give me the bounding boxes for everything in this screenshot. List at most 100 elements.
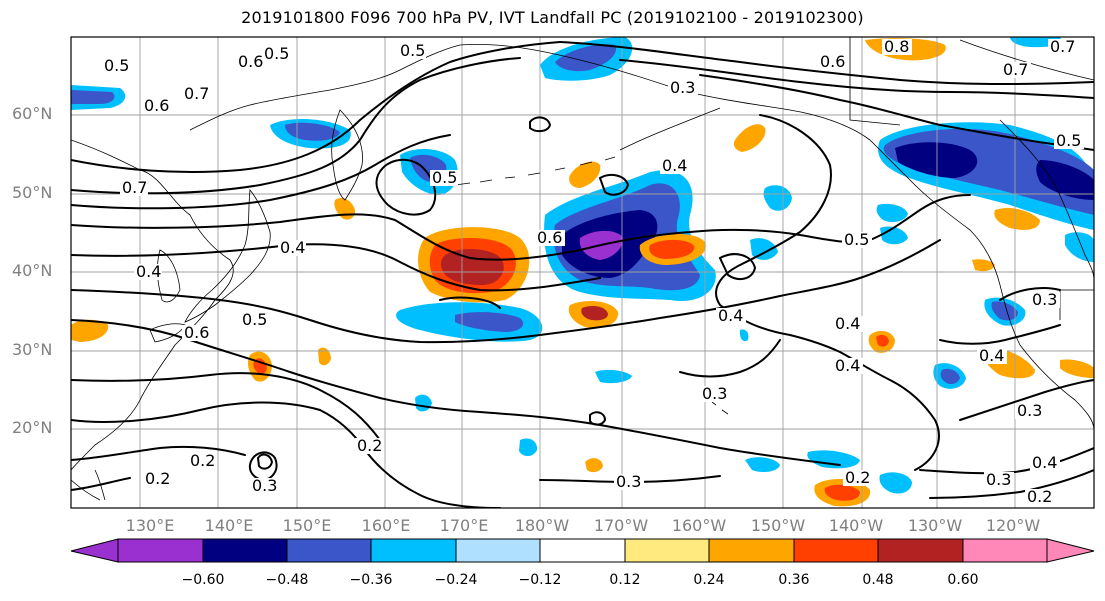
shade-cold-small-5 — [745, 457, 780, 473]
colorbar — [70, 538, 1095, 563]
contour-label: 0.6 — [184, 323, 209, 342]
colorbar-swatch — [286, 538, 372, 563]
lat-label: 20°N — [12, 418, 53, 437]
shade-cold-small-15 — [750, 238, 778, 260]
colorbar-tick-label: −0.36 — [349, 572, 393, 588]
shade-cold-small-2-inner — [940, 368, 960, 385]
shade-cold-top-inner — [555, 44, 616, 72]
shade-cold-left-inner — [71, 90, 115, 104]
contour-label: 0.4 — [835, 356, 860, 375]
lon-label: 140°E — [204, 516, 254, 535]
contour-label: 0.2 — [845, 468, 870, 487]
colorbar-swatch — [877, 538, 964, 563]
shade-cold-small-12 — [876, 203, 908, 222]
contour-label: 0.2 — [145, 469, 170, 488]
colorbar-tick-label: 0.60 — [947, 572, 979, 588]
contour-label: 0.2 — [357, 436, 382, 455]
shade-cold-small-3 — [807, 450, 860, 469]
contour-label: 0.8 — [884, 37, 909, 56]
contour-label: 0.2 — [1027, 487, 1052, 506]
shade-warm-small-3 — [733, 124, 766, 152]
contour-label: 0.4 — [718, 306, 743, 325]
contour-label: 0.5 — [844, 230, 869, 249]
colorbar-swatch — [793, 538, 879, 563]
contour-label: 0.5 — [400, 41, 425, 60]
contour-label: 0.5 — [1056, 131, 1081, 150]
shade-warm-main-inner — [440, 248, 504, 285]
colorbar-swatch — [624, 538, 710, 563]
colorbar-tick-label: 0.36 — [778, 572, 810, 588]
contour-label: 0.3 — [1032, 290, 1057, 309]
contour-label: 0.6 — [238, 52, 263, 71]
contour-label: 0.5 — [242, 310, 267, 329]
colorbar-tick-label: −0.24 — [434, 572, 478, 588]
shade-warm-small-13 — [972, 259, 995, 272]
contour-label: 0.3 — [616, 472, 641, 491]
contour-label: 0.7 — [1050, 37, 1075, 56]
lon-label: 180°W — [514, 516, 570, 535]
contour-label: 0.7 — [122, 178, 147, 197]
contour-label: 0.4 — [979, 346, 1004, 365]
shade-cold-small-9 — [739, 329, 749, 342]
lon-label: 170°W — [593, 516, 649, 535]
contour-label: 0.4 — [280, 238, 305, 257]
lat-label: 60°N — [12, 104, 53, 123]
shade-warm-small-9 — [585, 458, 603, 473]
colorbar-tick-label: −0.60 — [181, 572, 225, 588]
lon-label: 140°W — [828, 516, 884, 535]
contour-label: 0.3 — [670, 78, 695, 97]
colorbar-swatch — [117, 538, 204, 563]
shade-warm-small-11 — [994, 208, 1040, 230]
contour-labels: 0.5 0.6 0.5 0.8 0.7 0.6 0.5 0.7 0.6 0.3 … — [102, 37, 1084, 506]
lon-label: 170°E — [439, 516, 489, 535]
contour-label: 0.7 — [184, 84, 209, 103]
contour-label: 0.6 — [144, 96, 169, 115]
lon-label: 120°W — [985, 516, 1041, 535]
lon-label: 150°W — [750, 516, 806, 535]
colorbar-swatch — [370, 538, 457, 563]
lat-label: 50°N — [12, 183, 53, 202]
colorbar-swatch — [708, 538, 795, 563]
shade-cold-ne-deep — [895, 142, 978, 178]
colorbar-tick-label: 0.12 — [609, 572, 641, 588]
shade-cold-kamchatka-inner — [285, 122, 340, 141]
contour-label: 0.2 — [190, 451, 215, 470]
lat-label: 40°N — [12, 261, 53, 280]
shade-cold-small-8 — [519, 438, 538, 457]
contour-label: 0.7 — [1003, 60, 1028, 79]
shade-cold-small-4 — [879, 472, 912, 494]
colorbar-tick-label: −0.12 — [518, 572, 562, 588]
shade-cold-band-inner — [455, 312, 524, 332]
contour-label: 0.4 — [1032, 453, 1057, 472]
contour-label: 0.3 — [252, 476, 277, 495]
shade-warm-small-2 — [569, 161, 601, 188]
shade-cold-small-11 — [763, 185, 792, 211]
colorbar-high-extend — [1046, 538, 1095, 563]
contour-label: 0.3 — [1017, 401, 1042, 420]
shade-warm-small-4 — [71, 319, 109, 342]
lon-label: 130°W — [907, 516, 963, 535]
contour-label: 0.5 — [264, 44, 289, 63]
contour-label: 0.6 — [537, 228, 562, 247]
contour-label: 0.5 — [104, 56, 129, 75]
colorbar-swatch — [539, 538, 626, 563]
shade-cold-small-6 — [595, 369, 632, 384]
contour-label: 0.4 — [835, 314, 860, 333]
shade-warm-small-7-inner — [876, 334, 889, 347]
colorbar-swatch — [962, 538, 1048, 563]
lat-label: 30°N — [12, 340, 53, 359]
shade-cold-ne-deep2 — [1036, 160, 1094, 200]
shaded-fields — [71, 37, 1094, 507]
shade-warm-small-8-inner — [824, 484, 860, 501]
shade-warm-south-inner — [581, 306, 608, 321]
colorbar-low-extend — [70, 538, 119, 563]
shade-warm-small-6 — [318, 347, 331, 366]
shade-cold-small-1-inner — [991, 301, 1018, 321]
contour-label: 0.4 — [136, 262, 161, 281]
contour-label: 0.4 — [662, 156, 687, 175]
map-title: 2019101800 F096 700 hPa PV, IVT Landfall… — [241, 8, 864, 27]
shade-cold-small-10 — [1065, 232, 1094, 262]
map-frame — [70, 36, 1095, 509]
colorbar-swatch — [455, 538, 541, 563]
